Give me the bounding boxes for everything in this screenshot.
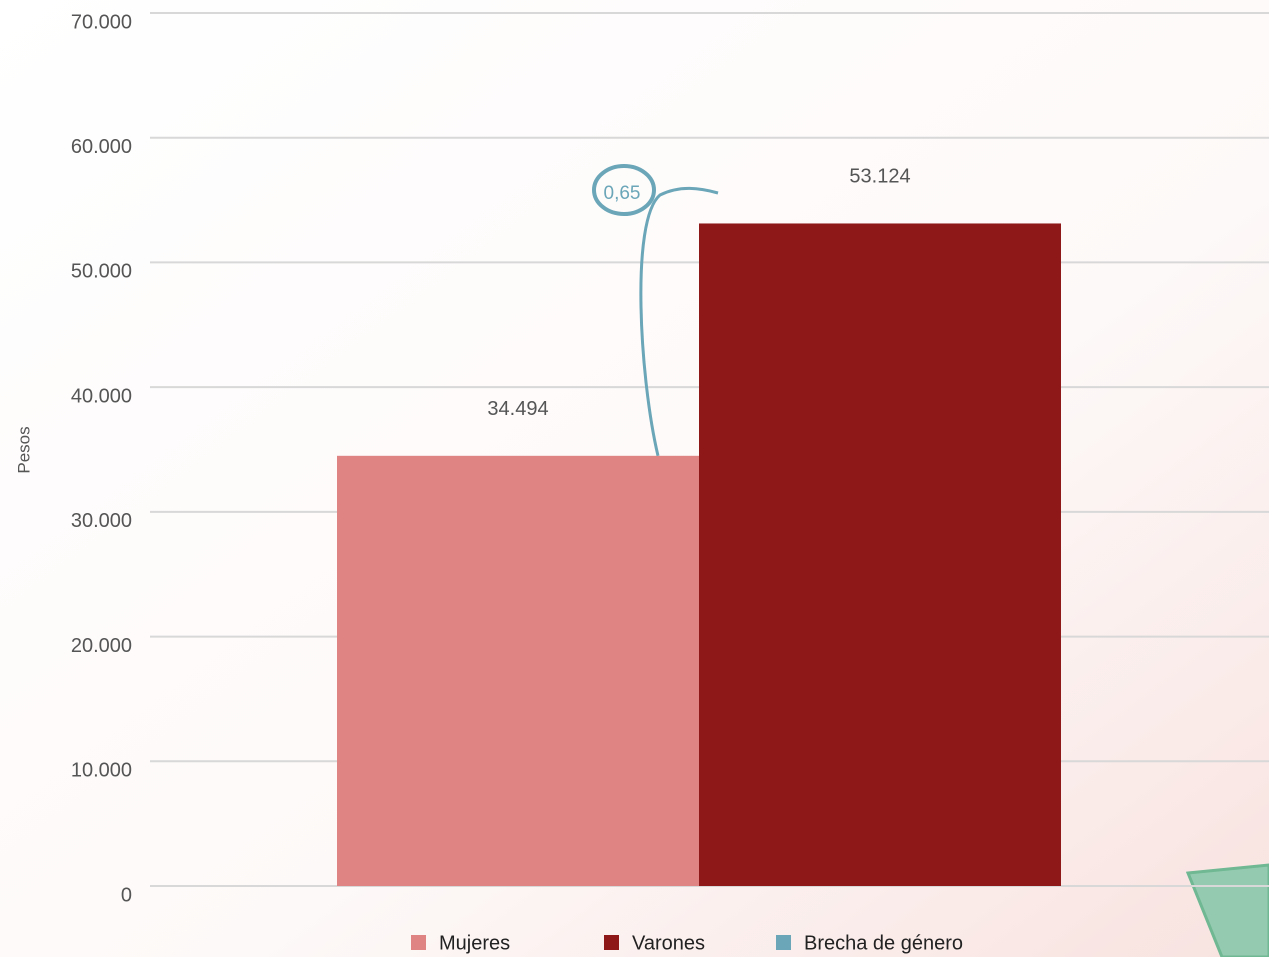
y-tick-label: 60.000 [71,136,132,158]
y-tick-label: 70.000 [71,11,132,33]
y-tick-label: 40.000 [71,385,132,407]
decoration [1185,863,1269,957]
gap-label: 0,65 [604,183,641,204]
legend-swatch [776,935,791,950]
bar [337,455,699,886]
gap-marker [592,164,656,216]
legend-swatch [604,935,619,950]
y-tick-label: 30.000 [71,510,132,532]
y-axis-title: Pesos [14,426,33,473]
legend-swatch [411,935,426,950]
y-tick-label: 50.000 [71,261,132,283]
y-tick-label: 0 [121,884,132,906]
gap-connector [639,186,719,457]
value-label: 34.494 [487,398,548,420]
y-tick-label: 10.000 [71,760,132,782]
legend-label: Brecha de género [804,932,963,954]
legend-label: Mujeres [439,932,510,954]
legend-label: Varones [632,932,705,954]
value-label: 53.124 [849,166,910,188]
bar [699,223,1061,886]
y-tick-label: 20.000 [71,635,132,657]
